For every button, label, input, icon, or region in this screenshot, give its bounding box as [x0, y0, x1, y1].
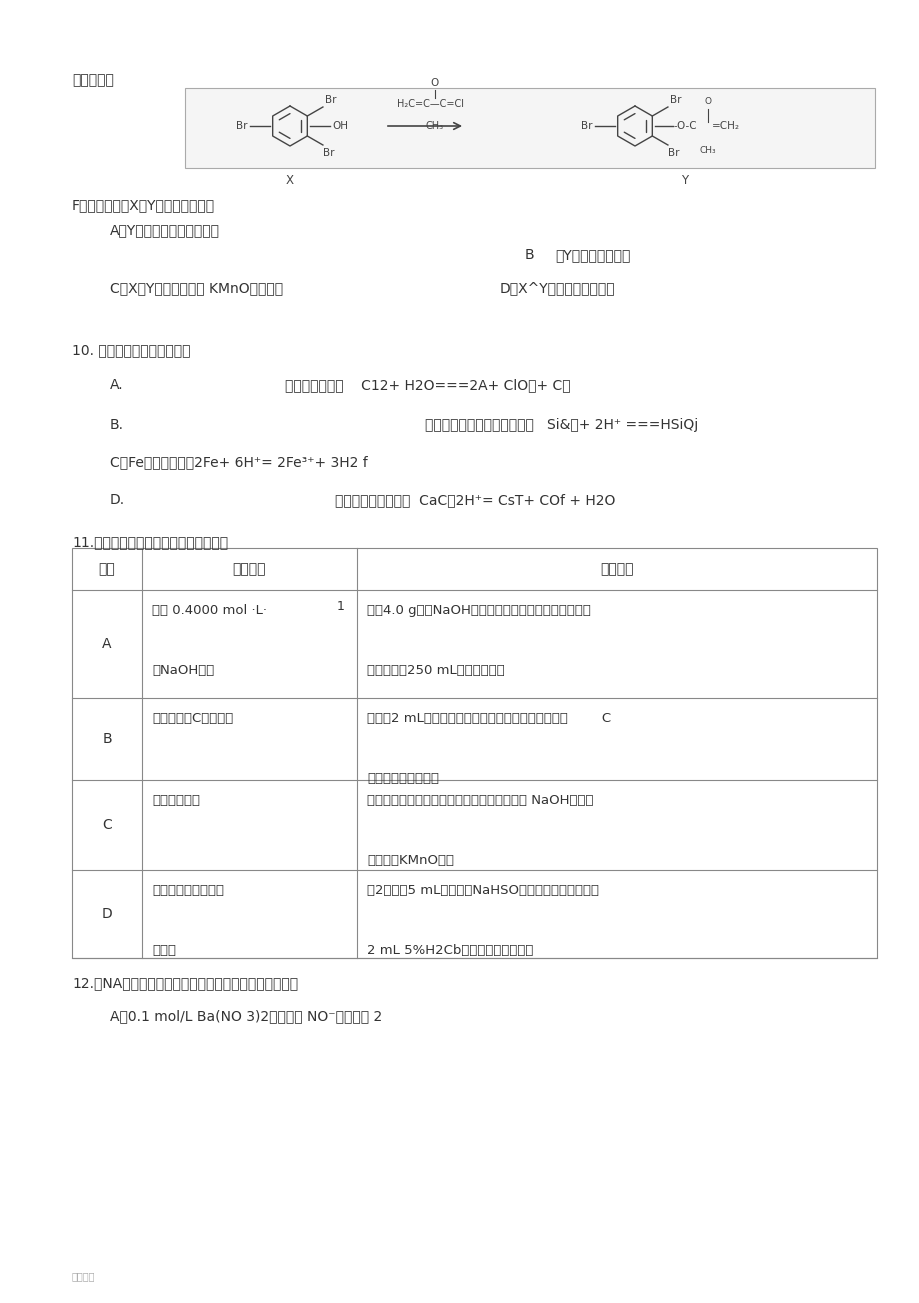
Text: 硅酸钠溶液与醋酸溶液混合：   Si&「+ 2H⁺ ===HSiQj: 硅酸钠溶液与醋酸溶液混合： Si&「+ 2H⁺ ===HSiQj [425, 418, 698, 433]
Bar [185, 89, 874, 168]
Text: 向稀盐酸中加入锅粒，将生成的气体依次通过 NaOH溶液、: 向稀盐酸中加入锅粒，将生成的气体依次通过 NaOH溶液、 [367, 794, 593, 807]
Text: 浓硫酸和KMnO溶液: 浓硫酸和KMnO溶液 [367, 853, 453, 866]
Text: Br: Br [581, 121, 593, 132]
Text: 配制 0.4000 mol ·L·: 配制 0.4000 mol ·L· [152, 605, 267, 618]
Text: X: X [286, 175, 294, 188]
Text: =CH₂: =CH₂ [711, 121, 739, 132]
Text: C: C [102, 818, 112, 833]
Text: 氯气与水反应：    C12+ H2O===2A+ ClO「+ C「: 氯气与水反应： C12+ H2O===2A+ ClO「+ C「 [285, 378, 570, 392]
Text: -O-C: -O-C [674, 121, 697, 132]
Text: C．Fe和盐酸反应：2Fe+ 6H⁺= 2Fe³⁺+ 3H2 f: C．Fe和盐酸反应：2Fe+ 6H⁺= 2Fe³⁺+ 3H2 f [110, 455, 368, 469]
Text: 探究浓度对反应速率: 探究浓度对反应速率 [152, 883, 223, 896]
Text: B: B [525, 248, 534, 262]
Text: OH: OH [332, 121, 347, 132]
Text: D: D [101, 907, 112, 921]
Text: 立即转移至250 mL容量瓶中定容: 立即转移至250 mL容量瓶中定容 [367, 665, 505, 678]
Text: CH₃: CH₃ [425, 121, 444, 132]
Text: 的影响: 的影响 [152, 943, 176, 956]
Text: A．0.1 mol/L Ba(NO 3)2溶液中含 NO⁻的数目为 2: A．0.1 mol/L Ba(NO 3)2溶液中含 NO⁻的数目为 2 [110, 1009, 381, 1023]
Text: Y: Y [681, 175, 687, 188]
Text: D.: D. [110, 493, 125, 507]
Text: Br: Br [667, 149, 678, 158]
Text: 称取4.0 g固体NaOH于烧杯中，加入少量蒸馏水溶解，: 称取4.0 g固体NaOH于烧杯中，加入少量蒸馏水溶解， [367, 605, 590, 618]
Text: CH₃: CH₃ [699, 146, 716, 155]
Text: 10. 下列离子方程式正确的是: 10. 下列离子方程式正确的是 [72, 343, 190, 357]
Text: 共2支盛有5 mL不同浓度NaHSO溶液的试管中同时加入: 共2支盛有5 mL不同浓度NaHSO溶液的试管中同时加入 [367, 883, 598, 896]
Text: 2 mL 5%H2Cb溶液，观察实验现象: 2 mL 5%H2Cb溶液，观察实验现象 [367, 943, 533, 956]
Text: 实验过程: 实验过程 [599, 562, 633, 576]
Text: A: A [102, 637, 111, 652]
Text: ．Y不能使溴水褪色: ．Y不能使溴水褪色 [554, 248, 630, 262]
Text: A．Y分子中含有两种官能团: A．Y分子中含有两种官能团 [110, 223, 220, 237]
Text: Br: Br [324, 95, 336, 106]
Text: B.: B. [110, 418, 124, 433]
Text: H₂C=C—C=Cl: H₂C=C—C=Cl [397, 99, 463, 109]
Text: O: O [704, 96, 710, 106]
Text: C．X、Y均不能使酸性 KMnO溶液褪色: C．X、Y均不能使酸性 KMnO溶液褪色 [110, 281, 283, 294]
Text: O: O [430, 78, 438, 89]
Text: 石灰石和盐酸反应：  CaC耐2H⁺= CsT+ COf + H2O: 石灰石和盐酸反应： CaC耐2H⁺= CsT+ COf + H2O [335, 493, 615, 507]
Text: Br: Br [236, 121, 248, 132]
Bar [72, 549, 876, 958]
Text: 编号: 编号 [98, 562, 115, 576]
Text: 探究维生素C的还原性: 探究维生素C的还原性 [152, 711, 233, 724]
Text: 1: 1 [336, 599, 345, 612]
Text: D．X^Y的反应为取代反应: D．X^Y的反应为取代反应 [499, 281, 615, 294]
Text: 的NaOH溶液: 的NaOH溶液 [152, 665, 214, 678]
Text: 金戈铁骑: 金戈铁骑 [72, 1270, 96, 1281]
Text: 向盛有2 mL黄色氯化铁溶液的试管中滴加浓的维生素        C: 向盛有2 mL黄色氯化铁溶液的试管中滴加浓的维生素 C [367, 711, 610, 724]
Text: 12.设NA代表阿伏加德罗常数的数值，下列说法正确的是: 12.设NA代表阿伏加德罗常数的数值，下列说法正确的是 [72, 976, 298, 990]
Text: 实验目的: 实验目的 [233, 562, 266, 576]
Text: Br: Br [323, 149, 334, 158]
Text: A.: A. [110, 378, 123, 392]
Text: F列有关化合物X、Y的说法正确的是: F列有关化合物X、Y的说法正确的是 [72, 198, 215, 212]
Text: 溶液，观察颜色变化: 溶液，观察颜色变化 [367, 771, 438, 784]
Text: Br: Br [669, 95, 681, 106]
Text: 反应制得：: 反应制得： [72, 73, 114, 87]
Text: B: B [102, 732, 112, 747]
Text: 制取纯净氢气: 制取纯净氢气 [152, 794, 199, 807]
Text: 11.下列实验过程可以达到实验目的的是: 11.下列实验过程可以达到实验目的的是 [72, 536, 228, 549]
